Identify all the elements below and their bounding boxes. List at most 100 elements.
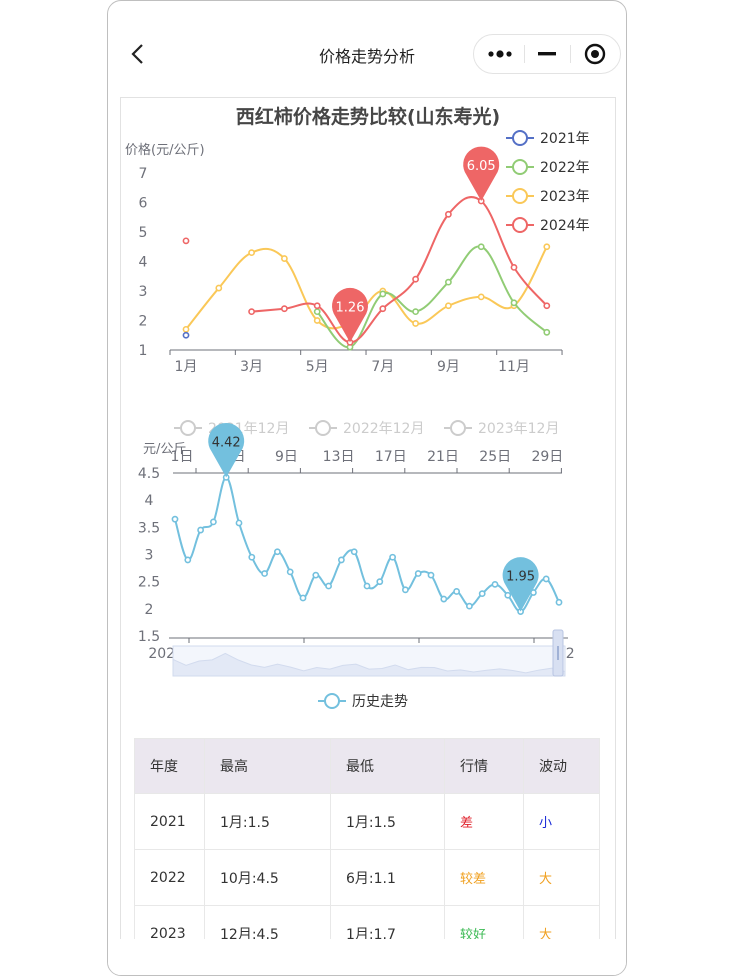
legend-marker bbox=[450, 420, 466, 436]
cell-volatility: 大 bbox=[523, 849, 600, 906]
data-point bbox=[465, 602, 473, 610]
nav-bar: 价格走势分析 bbox=[108, 1, 626, 101]
data-point bbox=[491, 580, 499, 588]
pin-label: 6.05 bbox=[467, 159, 496, 174]
data-point bbox=[444, 278, 452, 286]
legend-marker bbox=[512, 188, 528, 204]
legend-marker bbox=[180, 420, 196, 436]
bottom-area bbox=[108, 939, 626, 975]
cell-trend: 差 bbox=[444, 793, 524, 850]
data-point bbox=[401, 586, 409, 594]
phone-frame: 价格走势分析 西红柿价格走势比较(山东寿光) 价格(元/公斤) 2021年 202… bbox=[107, 0, 627, 976]
zoom-preview bbox=[172, 652, 566, 677]
table-header-row: 年度 最高 最低 行情 波动 bbox=[134, 738, 600, 794]
y-axis-ticks: 1.5 2 2.5 3 3.5 4 4.5 bbox=[138, 466, 160, 645]
data-point bbox=[337, 556, 345, 564]
cell-low: 1月:1.5 bbox=[330, 793, 445, 850]
data-point bbox=[184, 556, 192, 564]
data-point bbox=[504, 591, 512, 599]
data-point bbox=[444, 302, 452, 310]
chart-legend[interactable]: 2021年 2022年 2023年 2024年 bbox=[506, 130, 590, 234]
data-point bbox=[248, 249, 255, 257]
data-point bbox=[412, 308, 419, 316]
min-marker: 1.26 bbox=[332, 287, 368, 343]
data-point bbox=[273, 548, 281, 556]
cell-low: 1月:1.7 bbox=[330, 905, 445, 940]
more-button[interactable] bbox=[478, 35, 522, 73]
data-point bbox=[313, 317, 321, 324]
day-tick-label: 17日 bbox=[375, 449, 407, 465]
data-point bbox=[182, 237, 190, 245]
series-line bbox=[174, 476, 560, 613]
table-row: 2023 12月:4.5 1月:1.7 较好 大 bbox=[134, 905, 600, 940]
data-point bbox=[286, 568, 294, 576]
y-axis-label: 元/公斤 bbox=[143, 442, 186, 457]
legend-item: 2023年 bbox=[506, 188, 590, 205]
legend-marker bbox=[324, 693, 340, 709]
legend-label: 2022年12月 bbox=[343, 421, 424, 437]
data-point bbox=[510, 299, 518, 307]
data-point bbox=[389, 553, 396, 561]
data-point bbox=[280, 255, 288, 262]
legend-item: 历史走势 bbox=[318, 693, 408, 710]
capsule-divider bbox=[570, 45, 571, 63]
summary-table: 年度 最高 最低 行情 波动 2021 1月:1.5 1月:1.5 差 小 20… bbox=[134, 738, 600, 940]
pin-shape bbox=[463, 146, 500, 202]
data-point bbox=[280, 305, 288, 313]
data-point bbox=[478, 590, 486, 598]
data-point bbox=[215, 284, 223, 292]
data-point bbox=[542, 575, 550, 583]
cell-year: 2022 bbox=[134, 849, 205, 906]
mini-program-capsule bbox=[473, 34, 621, 74]
x-tick-label: 5月 bbox=[306, 359, 329, 375]
cell-high: 10月:4.5 bbox=[204, 849, 331, 906]
pin-label: 4.42 bbox=[212, 435, 241, 450]
back-button[interactable] bbox=[126, 39, 152, 69]
target-close-icon bbox=[584, 43, 606, 65]
y-tick-label: 6 bbox=[139, 196, 148, 212]
minimize-button[interactable] bbox=[525, 35, 569, 73]
series-legend[interactable]: 历史走势 bbox=[318, 693, 408, 710]
pin-label: 1.95 bbox=[506, 570, 535, 585]
header-high: 最高 bbox=[204, 738, 331, 794]
legend-item: 2021年 bbox=[506, 130, 590, 147]
header-year: 年度 bbox=[134, 738, 205, 794]
pin-shape bbox=[502, 557, 539, 612]
legend-label: 2024年 bbox=[540, 218, 590, 234]
minus-icon bbox=[538, 52, 556, 56]
x-tick-label: 9月 bbox=[437, 359, 460, 375]
y-tick-label: 4.5 bbox=[138, 466, 160, 482]
y-tick-label: 3.5 bbox=[138, 520, 160, 536]
x-axis: 1月 3月 5月 7月 9月 11月 bbox=[169, 349, 563, 375]
min-marker: 1.95 bbox=[502, 557, 539, 612]
data-point bbox=[363, 582, 371, 590]
day-tick-label: 13日 bbox=[323, 449, 355, 465]
close-button[interactable] bbox=[573, 35, 617, 73]
series-2022年 bbox=[313, 243, 551, 351]
series-2023年 bbox=[182, 243, 551, 333]
day-tick-label: 25日 bbox=[479, 449, 511, 465]
series-2021年 bbox=[182, 331, 190, 339]
data-point bbox=[171, 515, 179, 523]
chart-markers: 4.42 1.95 bbox=[208, 422, 539, 612]
data-point bbox=[477, 293, 485, 301]
scroll-content[interactable]: 西红柿价格走势比较(山东寿光) 价格(元/公斤) 2021年 2022年 2023年… bbox=[120, 97, 616, 941]
data-point bbox=[414, 570, 422, 577]
data-point bbox=[427, 571, 435, 579]
data-point bbox=[312, 571, 320, 579]
day-tick-label: 1日 bbox=[171, 449, 194, 465]
data-zoom-slider[interactable] bbox=[172, 629, 566, 677]
max-marker: 4.42 bbox=[208, 422, 245, 478]
legend-label: 2021年 bbox=[540, 131, 590, 147]
chart-title: 西红柿价格走势比较(山东寿光) bbox=[236, 105, 500, 128]
chart-markers: 6.05 1.26 bbox=[332, 146, 500, 343]
legend-item: 2022年12月 bbox=[309, 420, 424, 437]
legend-label: 历史走势 bbox=[352, 694, 408, 710]
y-tick-label: 3 bbox=[139, 284, 148, 300]
legend-label: 2023年 bbox=[540, 189, 590, 205]
legend-item: 2022年 bbox=[506, 159, 590, 176]
cell-high: 1月:1.5 bbox=[204, 793, 331, 850]
data-point bbox=[453, 588, 460, 595]
cell-trend: 较好 bbox=[444, 905, 524, 940]
cell-low: 6月:1.1 bbox=[330, 849, 445, 906]
